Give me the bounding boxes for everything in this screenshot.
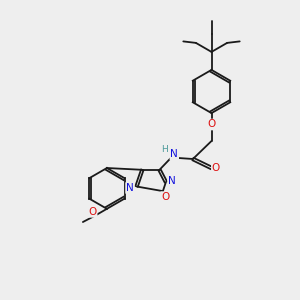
Text: O: O [212, 163, 220, 173]
Text: N: N [126, 183, 134, 193]
Text: H: H [161, 145, 168, 154]
Text: O: O [161, 192, 170, 202]
Text: N: N [168, 176, 176, 186]
Text: O: O [88, 207, 97, 217]
Text: N: N [170, 149, 178, 160]
Text: O: O [207, 119, 216, 130]
